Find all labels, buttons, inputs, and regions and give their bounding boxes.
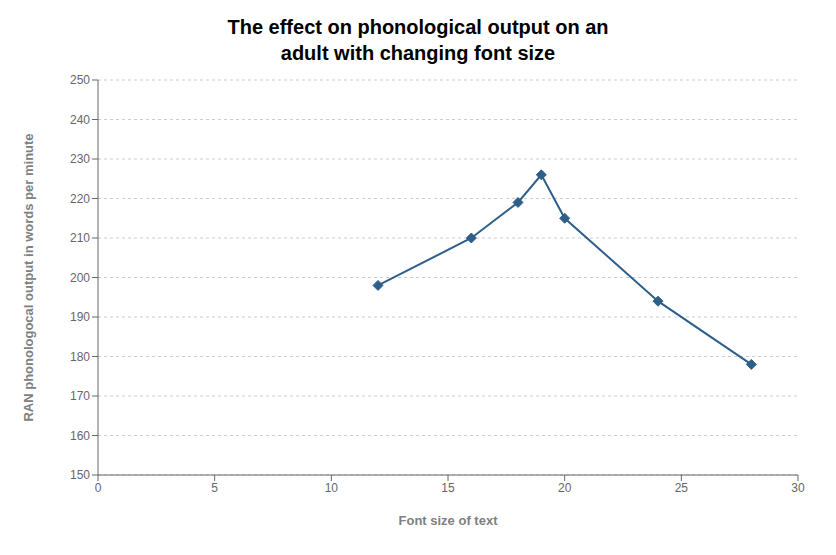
svg-text:30: 30	[791, 481, 805, 495]
svg-text:210: 210	[70, 231, 90, 245]
svg-text:15: 15	[441, 481, 455, 495]
html-text:The effect on phonological out: The effect on phonological output on an	[227, 16, 609, 38]
svg-text:0: 0	[95, 481, 102, 495]
svg-text:190: 190	[70, 310, 90, 324]
svg-text:250: 250	[70, 73, 90, 87]
svg-text:150: 150	[70, 468, 90, 482]
svg-text:240: 240	[70, 113, 90, 127]
svg-text:180: 180	[70, 350, 90, 364]
svg-text:10: 10	[325, 481, 339, 495]
svg-text:160: 160	[70, 429, 90, 443]
svg-text:20: 20	[558, 481, 572, 495]
svg-text:170: 170	[70, 389, 90, 403]
svg-text:200: 200	[70, 271, 90, 285]
svg-text:5: 5	[211, 481, 218, 495]
svg-text:220: 220	[70, 192, 90, 206]
svg-text:25: 25	[675, 481, 689, 495]
html-text:adult with changing font size: adult with changing font size	[280, 42, 556, 64]
svg-text:RAN phonologocal output in wor: RAN phonologocal output in words per min…	[21, 133, 36, 421]
svg-text:Font size of text: Font size of text	[399, 513, 499, 528]
svg-text:230: 230	[70, 152, 90, 166]
